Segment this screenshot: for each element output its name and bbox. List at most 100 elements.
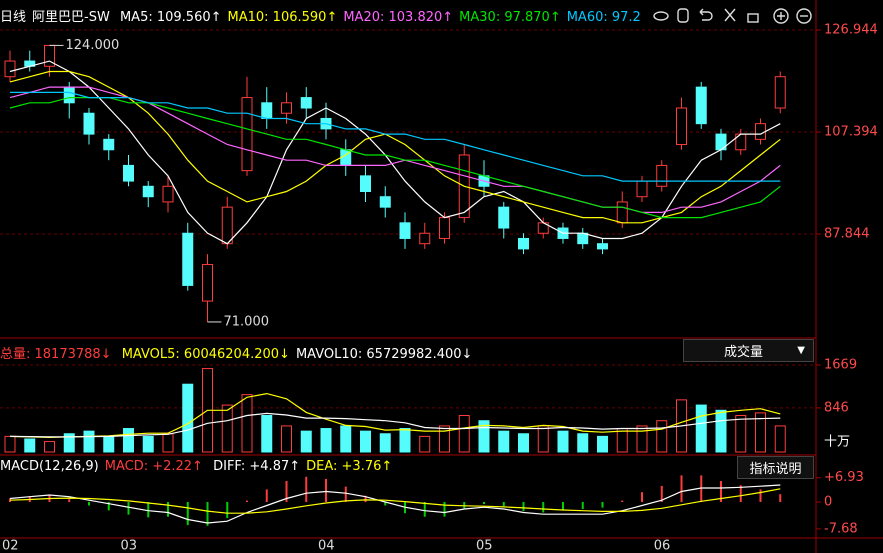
volume-bar: [103, 435, 115, 453]
candle-body: [142, 185, 154, 198]
price-header: 日线 阿里巴巴-SW MA5: 109.560↑ MA10: 106.590↑ MA2…: [0, 6, 647, 25]
candle-body: [300, 97, 312, 109]
candle-body: [360, 175, 371, 193]
x-tick-label: 03: [121, 539, 138, 553]
volume-bar: [123, 428, 134, 453]
lock-icon[interactable]: [747, 13, 759, 23]
x-tick-label: 05: [476, 539, 493, 553]
ma-line: [9, 70, 781, 224]
ma-line: [9, 484, 781, 524]
x-tick-label: 04: [318, 539, 335, 553]
candle-body: [518, 237, 529, 250]
annotation: 124.000: [66, 38, 120, 53]
y-tick-label: 126.944: [824, 23, 878, 38]
volume-bar: [399, 428, 411, 453]
y-tick-label: +6.93: [824, 470, 864, 485]
volume-bar: [537, 425, 549, 453]
volume-bar: [458, 415, 470, 453]
volume-bar: [577, 433, 589, 453]
x-tick-label: 06: [654, 539, 671, 553]
scissors-icon[interactable]: [724, 8, 736, 22]
volume-bar: [695, 404, 707, 453]
hand-icon[interactable]: [677, 8, 689, 23]
candle-body: [281, 102, 292, 114]
legend-entry: DIFF: +4.87↑: [213, 459, 301, 474]
candle-body: [399, 222, 411, 239]
indicator-selector[interactable]: 成交量 ▼: [683, 339, 814, 362]
eye-icon[interactable]: [653, 11, 669, 21]
total-volume: 总量: 18173788↓: [0, 347, 112, 362]
volume-bar: [636, 425, 648, 453]
volume-bar: [162, 433, 174, 453]
volume-bar: [518, 433, 529, 453]
volume-bar: [24, 438, 36, 453]
y-tick-label: -7.68: [824, 521, 858, 536]
y-tick-label: 87.844: [824, 227, 870, 242]
ma-line: [9, 488, 781, 514]
candle-body: [636, 180, 648, 198]
volume-bar: [419, 435, 431, 453]
period[interactable]: 日线: [0, 10, 27, 25]
volume-bar: [320, 428, 332, 453]
selector-text: 成交量: [724, 345, 764, 360]
volume-bar: [261, 415, 273, 453]
candle-body: [577, 232, 589, 245]
macd-title: MACD(12,26,9): [0, 459, 99, 474]
legend-entry: MA60: 97.2: [566, 10, 641, 25]
candle-body: [597, 243, 608, 250]
volume-bar: [83, 430, 95, 453]
stock-name: 阿里巴巴-SW: [32, 10, 110, 25]
candle-body: [123, 164, 134, 182]
volume-bar: [755, 412, 766, 453]
ma-line: [9, 412, 781, 438]
zoom-out-icon[interactable]: [796, 8, 812, 24]
candle-body: [498, 206, 510, 229]
volume-bar: [63, 433, 75, 453]
ma-line: [9, 97, 781, 219]
volume-bar: [379, 433, 391, 453]
volume-bar: [439, 425, 450, 453]
volume-header: 总量: 18173788↓ MAVOL5: 60046204.200↓ MAVOL…: [0, 343, 478, 362]
volume-bar: [281, 425, 292, 453]
indicator-help-button[interactable]: 指标说明: [737, 456, 814, 479]
candle-body: [439, 217, 450, 239]
undo-icon[interactable]: [699, 8, 713, 21]
toolbar: [653, 8, 812, 24]
volume-bar: [4, 435, 16, 453]
ma-line: [9, 392, 781, 439]
candle-body: [4, 60, 16, 78]
button-text: 指标说明: [749, 462, 802, 477]
volume-bar: [478, 420, 490, 453]
candle-body: [379, 196, 391, 208]
legend-entry: MAVOL5: 60046204.200↓: [121, 347, 290, 362]
volume-bar: [597, 435, 608, 453]
volume-bar: [735, 415, 747, 453]
y-tick-label: 1669: [824, 357, 857, 372]
macd-header: MACD(12,26,9) MACD: +2.22↑ DIFF: +4.87↑ DE…: [0, 459, 398, 474]
volume-bar: [360, 430, 371, 453]
candle-body: [419, 232, 431, 245]
volume-bar: [142, 435, 154, 453]
candle-body: [202, 264, 213, 302]
volume-bar: [774, 425, 786, 453]
candle-body: [695, 86, 707, 125]
zoom-in-icon[interactable]: [773, 8, 789, 24]
volume-bar: [498, 430, 510, 453]
candle-body: [103, 138, 115, 151]
volume-bar: [656, 420, 668, 453]
candle-body: [755, 123, 766, 140]
y-tick-label: 0: [824, 494, 832, 509]
candle-body: [182, 232, 194, 286]
y-tick-label: 107.394: [824, 125, 878, 140]
y-tick-label: 846: [824, 400, 849, 415]
volume-bar: [221, 404, 233, 453]
legend-entry: MA5: 109.560↑: [119, 10, 222, 25]
volume-bar: [340, 425, 352, 453]
x-tick-label: 02: [2, 539, 19, 553]
volume-bar: [300, 430, 312, 453]
candle-body: [261, 102, 273, 119]
legend-entry: DEA: +3.76↑: [306, 459, 393, 474]
volume-bar: [241, 394, 253, 453]
volume-bar: [616, 428, 628, 453]
